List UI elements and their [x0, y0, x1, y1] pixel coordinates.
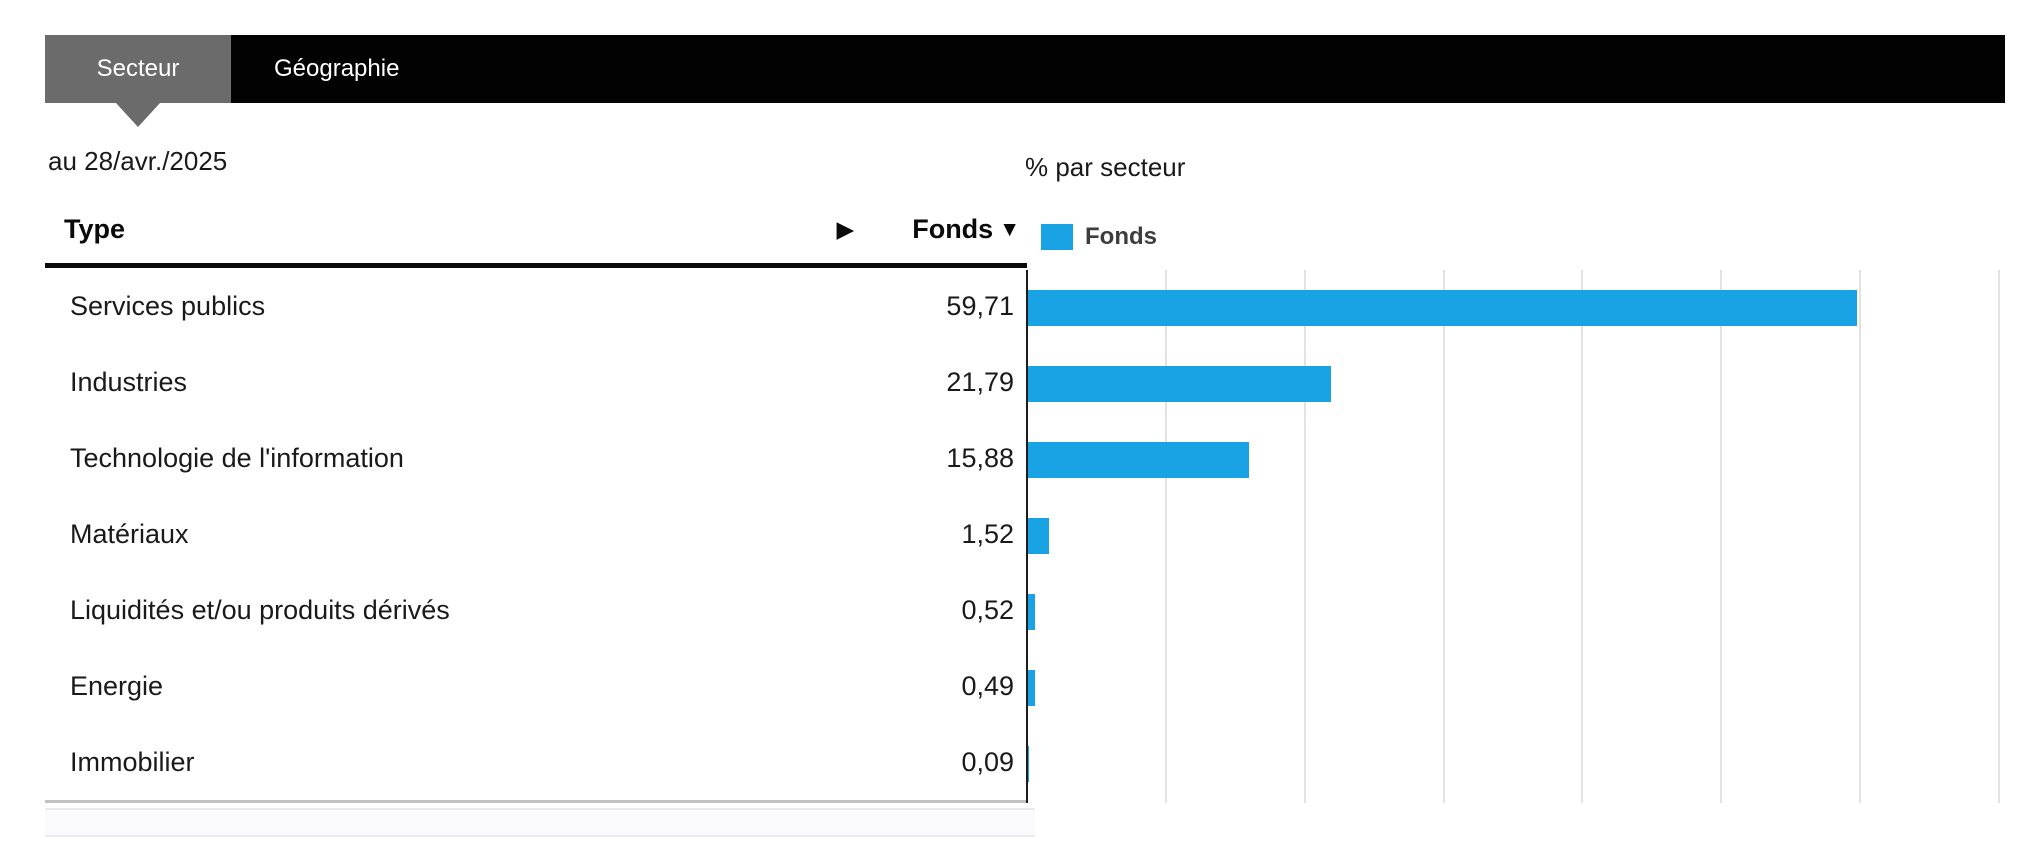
sector-bar-chart [1026, 270, 2000, 803]
column-header-fonds[interactable]: Fonds [912, 214, 994, 244]
tab-secteur[interactable]: Secteur [45, 35, 231, 103]
chart-gridline [1720, 270, 1723, 803]
row-label: Services publics [70, 290, 266, 321]
chart-legend: Fonds [1041, 223, 1157, 251]
row-value: 0,49 [961, 670, 1014, 701]
table-header-right-group: ▶ Fonds ▼ [837, 214, 1021, 245]
row-label: Immobilier [70, 746, 195, 777]
row-label: Matériaux [70, 518, 189, 549]
chart-gridline [1859, 270, 1862, 803]
table-row: Matériaux 1,52 [45, 496, 1027, 572]
legend-label-fonds: Fonds [1085, 223, 1157, 250]
tab-geographie-label: Géographie [274, 55, 400, 82]
row-value: 15,88 [946, 442, 1014, 473]
horizontal-scrollbar-track[interactable] [45, 808, 1035, 837]
table-row: Liquidités et/ou produits dérivés 0,52 [45, 572, 1027, 648]
bar-Services publics [1028, 290, 1857, 326]
row-label: Industries [70, 366, 188, 397]
row-label: Energie [70, 670, 164, 701]
bar-Immobilier [1028, 746, 1029, 782]
chart-gridline [1581, 270, 1584, 803]
row-value: 21,79 [946, 366, 1014, 397]
table-row: Immobilier 0,09 [45, 724, 1027, 800]
chart-gridline [1998, 270, 2000, 803]
bar-Industries [1028, 366, 1331, 402]
row-label: Liquidités et/ou produits dérivés [70, 594, 450, 625]
chart-gridline [1442, 270, 1445, 803]
table-row: Industries 21,79 [45, 344, 1027, 420]
bar-Technologie de l'information [1028, 442, 1249, 478]
tab-strip: Géographie [231, 35, 2005, 103]
as-of-date-label: au 28/avr./2025 [48, 146, 228, 176]
table-bottom-rule [45, 800, 1026, 803]
table-header: Type ▶ Fonds ▼ [45, 210, 1027, 263]
chart-title: % par secteur [1025, 152, 1186, 182]
bar-Matériaux [1028, 518, 1049, 554]
bar-Liquidités et/ou produits dérivés [1028, 594, 1035, 630]
sector-table-body: Services publics 59,71 Industries 21,79 Tech… [45, 268, 1027, 800]
row-value: 0,52 [961, 594, 1014, 625]
bar-Energie [1028, 670, 1035, 706]
column-header-type[interactable]: Type [64, 214, 126, 244]
expand-columns-icon[interactable]: ▶ [836, 216, 855, 242]
tab-secteur-label: Secteur [96, 55, 180, 82]
table-row: Energie 0,49 [45, 648, 1027, 724]
table-row: Technologie de l'information 15,88 [45, 420, 1027, 496]
row-value: 1,52 [961, 518, 1014, 549]
legend-swatch-fonds [1041, 224, 1073, 250]
tab-geographie[interactable]: Géographie [231, 35, 399, 103]
row-label: Technologie de l'information [70, 442, 404, 473]
chart-value-axis [1026, 270, 1028, 803]
chart-gridline [1164, 270, 1167, 803]
table-row: Services publics 59,71 [45, 268, 1027, 344]
tab-bar: Secteur Géographie [45, 35, 2005, 127]
row-value: 0,09 [961, 746, 1014, 777]
sort-descending-icon[interactable]: ▼ [999, 217, 1020, 241]
active-tab-pointer-icon [116, 103, 160, 127]
chart-gridline [1303, 270, 1306, 803]
table-header-rule [45, 263, 1027, 268]
row-value: 59,71 [946, 290, 1014, 321]
